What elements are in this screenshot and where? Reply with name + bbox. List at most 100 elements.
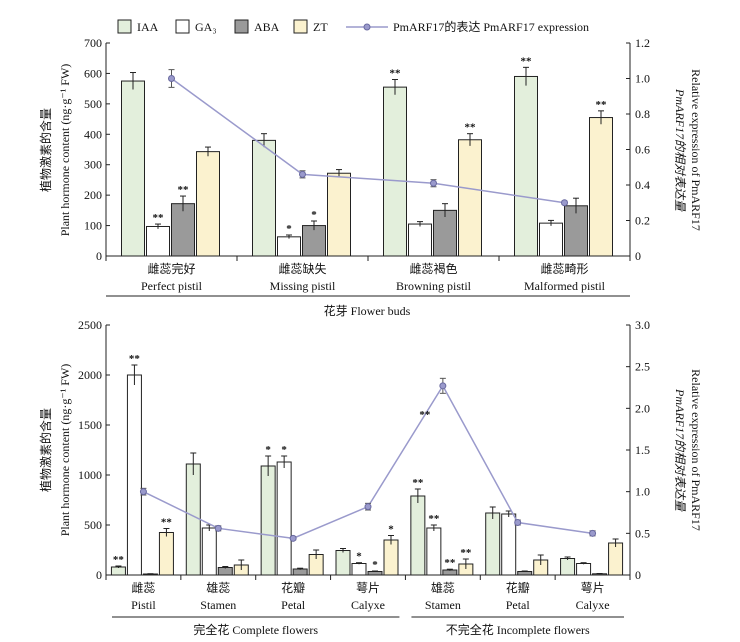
p2-sig-0-2: * <box>265 444 271 456</box>
legend-label-2: ABA <box>254 20 280 34</box>
p2-sig-0-0: ** <box>113 554 125 566</box>
p2-y-tick-label-2: 1000 <box>78 468 102 482</box>
p1-y2-tick-label-6: 1.2 <box>635 36 650 50</box>
p2-bar-1-0 <box>126 374 142 576</box>
p1-sig-1-0: ** <box>153 212 165 224</box>
p1-y2-tick-label-2: 0.4 <box>635 178 650 192</box>
panel-flowers: ************ ******* ** 05001000150020002… <box>38 318 703 637</box>
p2-y-tick-label-0: 0 <box>96 568 102 582</box>
p2-bar-3-3 <box>383 539 399 576</box>
p1-bar-0-1 <box>252 139 276 257</box>
p2-category-cn-3: 萼片 <box>356 581 380 595</box>
p1-expression-line <box>171 77 565 204</box>
y-axis-label-cn-2: 植物激素的含量 <box>38 408 53 492</box>
p2-bar-2-2 <box>292 568 308 576</box>
p2-sig-2-3: * <box>372 559 378 571</box>
p1-bar-3-0 <box>196 151 220 257</box>
p1-sig-2-0: ** <box>178 184 190 196</box>
p2-y2-tick-label-4: 2.0 <box>635 401 650 415</box>
p2-sig-2-4: ** <box>444 557 456 569</box>
p2-expr-point-1 <box>214 524 222 532</box>
p2-expr-point-3 <box>364 503 372 511</box>
p1-bar-1-3 <box>539 222 563 257</box>
p2-expr-sig-0: ** <box>419 409 431 421</box>
p2-sig-3-4: ** <box>460 547 472 559</box>
p1-bar-0-2 <box>383 86 407 257</box>
legend: IAA GA₃ ABA ZT PmARF17的表达 PmARF17 expression <box>117 19 589 34</box>
p2-bar-1-5 <box>501 513 517 576</box>
legend-swatch-1 <box>175 19 190 34</box>
p2-y-tick-label-3: 1500 <box>78 418 102 432</box>
p1-sig-1-1: * <box>286 223 292 235</box>
p2-bar-0-1 <box>185 463 201 576</box>
p1-category-cn-2: 雌蕊褐色 <box>409 261 457 276</box>
p2-category-en-0: Pistil <box>131 598 156 612</box>
p1-sig-2-1: * <box>311 209 317 221</box>
p1-y2-tick-label-4: 0.8 <box>635 107 650 121</box>
p2-category-en-5: Petal <box>506 598 531 612</box>
p2-sig-1-4: ** <box>428 513 440 525</box>
p2-sig-3-3: * <box>388 524 394 536</box>
p1-sig-0-2: ** <box>390 68 402 80</box>
p1-expr-point-3 <box>561 199 568 207</box>
p2-bar-2-5 <box>517 571 533 576</box>
p2-bar-0-6 <box>560 558 576 576</box>
p1-bar-0-3 <box>514 75 538 257</box>
p2-bar-1-1 <box>201 527 217 576</box>
p1-sig-3-3: ** <box>596 99 608 111</box>
p2-y2-tick-label-5: 2.5 <box>635 360 650 374</box>
p1-y2-tick-label-1: 0.2 <box>635 214 650 228</box>
p1-expr-point-2 <box>430 179 437 187</box>
y2-axis-label-en-2: Relative expression of PmARF17 <box>689 369 703 531</box>
legend-line-label: PmARF17的表达 PmARF17 expression <box>393 19 589 34</box>
p2-bar-3-6 <box>608 542 624 576</box>
p2-category-cn-5: 花瓣 <box>506 580 530 595</box>
y2-axis-label-en: Relative expression of PmARF17 <box>689 69 703 231</box>
p2-category-cn-0: 雌蕊 <box>131 580 155 595</box>
p1-bar-1-1 <box>277 236 301 257</box>
p1-bar-3-3 <box>589 117 613 257</box>
p2-category-cn-1: 雄蕊 <box>206 580 230 595</box>
y2-axis-label-cn-2: PmARF17的相对表达量 <box>673 388 687 512</box>
p2-expr-point-4 <box>439 382 447 390</box>
p1-y-tick-label-0: 0 <box>96 249 102 263</box>
panel-flower-buds: ************** 010020030040050060070000.… <box>38 36 703 318</box>
p2-bar-1-3 <box>351 563 367 576</box>
p1-bar-3-1 <box>327 172 351 257</box>
p2-y-tick-label-4: 2000 <box>78 368 102 382</box>
p1-y2-tick-label-5: 1.0 <box>635 72 650 86</box>
p1-y-tick-label-7: 700 <box>84 36 102 50</box>
p1-y2-tick-label-0: 0 <box>635 249 641 263</box>
y-axis-label-en: Plant hormone content (ng·g⁻¹ FW) <box>58 64 72 237</box>
p1-y2-tick-label-3: 0.6 <box>635 143 650 157</box>
p1-bar-1-2 <box>408 223 432 257</box>
p2-sig-1-3: * <box>356 551 362 563</box>
p1-category-en-0: Perfect pistil <box>141 279 203 293</box>
p1-category-en-3: Malformed pistil <box>524 279 606 293</box>
p1-y-tick-label-1: 100 <box>84 219 102 233</box>
p2-bar-1-6 <box>576 563 592 576</box>
p1-category-cn-0: 雌蕊完好 <box>147 261 195 276</box>
p1-bar-1-0 <box>146 225 170 257</box>
p2-sig-1-0: ** <box>129 353 141 365</box>
p2-bar-2-3 <box>367 571 383 576</box>
p2-expr-point-6 <box>589 529 597 537</box>
p2-bar-0-5 <box>485 512 501 576</box>
p2-expression-line <box>143 384 593 540</box>
p1-y-tick-label-4: 400 <box>84 127 102 141</box>
p1-sig-3-2: ** <box>465 122 477 134</box>
p1-category-en-1: Missing pistil <box>270 279 336 293</box>
p2-category-en-4: Stamen <box>425 598 461 612</box>
p1-category-cn-3: 雌蕊畸形 <box>540 261 588 276</box>
p1-expr-point-0 <box>168 75 175 82</box>
p2-category-cn-6: 萼片 <box>581 581 605 595</box>
legend-swatch-2 <box>234 19 249 34</box>
p2-sig-3-0: ** <box>161 517 173 529</box>
p1-bar-3-2 <box>458 139 482 257</box>
legend-line-marker <box>363 23 371 31</box>
p1-bar-0-0 <box>121 80 145 257</box>
p2-y2-tick-label-3: 1.5 <box>635 443 650 457</box>
p2-bar-1-2 <box>276 461 292 576</box>
p2-bar-0-0 <box>110 566 126 576</box>
